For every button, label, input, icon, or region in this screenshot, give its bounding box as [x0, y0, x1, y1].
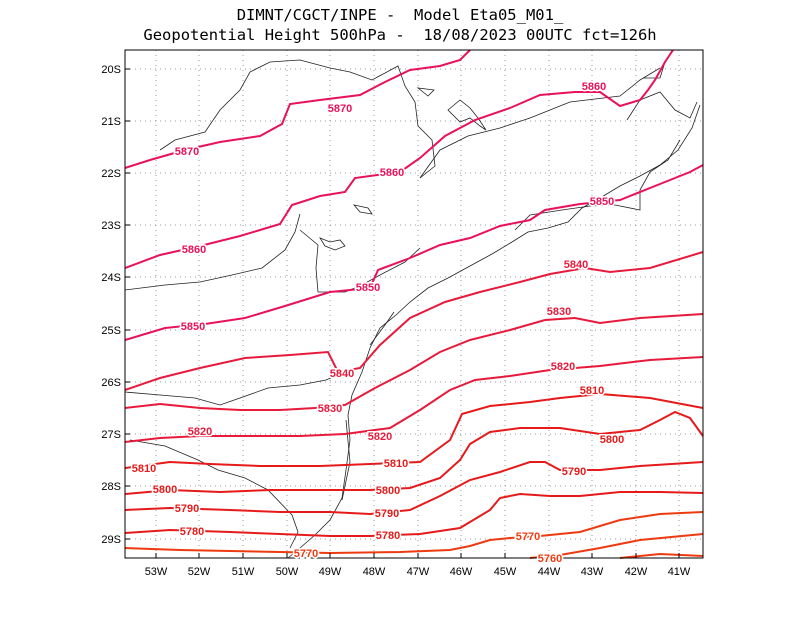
contour-label: 5770 — [516, 531, 540, 543]
contour-label: 5760 — [538, 553, 562, 565]
lon-label: 43W — [581, 566, 604, 578]
state-border-7 — [419, 67, 661, 179]
contour-label: 5810 — [580, 385, 604, 397]
contour-5860 — [124, 49, 674, 269]
lat-label: 28S — [101, 481, 121, 493]
lat-label: 24S — [101, 272, 121, 284]
lat-label: 25S — [101, 325, 121, 337]
contour-5790 — [124, 461, 704, 516]
contour-label: 5800 — [600, 434, 624, 446]
latitude-labels: 20S 21S 22S 23S 24S 25S 26S 27S 28S 29S — [101, 64, 121, 546]
state-border-2 — [299, 229, 421, 293]
contour-label: 5800 — [153, 484, 177, 496]
contour-5820 — [124, 356, 704, 443]
contour-labels: 5870 5870 5860 5860 5860 5850 5850 5850 … — [130, 80, 625, 567]
contour-label: 5790 — [562, 466, 586, 478]
lon-label: 49W — [319, 566, 342, 578]
contour-label: 5840 — [564, 259, 588, 271]
contour-5770 — [124, 511, 704, 555]
state-border-4 — [129, 439, 299, 549]
contour-5750 — [619, 552, 704, 559]
map-title-line2: Geopotential Height 500hPa - 18/08/2023 … — [143, 26, 657, 44]
lat-label: 27S — [101, 429, 121, 441]
state-border-8 — [514, 139, 681, 231]
lakes-4 — [416, 87, 435, 97]
contour-5830 — [124, 313, 704, 411]
contour-5760 — [529, 533, 704, 559]
contour-label: 5770 — [294, 548, 318, 560]
coastline-and-borders — [124, 59, 701, 559]
longitude-labels: 53W 52W 51W 50W 49W 48W 47W 46W 45W 44W … — [145, 566, 691, 578]
lakes-3 — [352, 204, 373, 215]
lat-label: 23S — [101, 220, 121, 232]
lakes-2 — [319, 237, 346, 251]
contour-label: 5850 — [356, 282, 380, 294]
contour-label: 5780 — [376, 530, 400, 542]
contour-label: 5860 — [182, 244, 206, 256]
contour-5870 — [124, 49, 471, 169]
contour-label: 5790 — [375, 508, 399, 520]
contour-label: 5830 — [547, 306, 571, 318]
graticule — [125, 50, 703, 558]
contour-label: 5870 — [328, 103, 352, 115]
atlantic-coastline — [287, 104, 701, 559]
lon-label: 48W — [363, 566, 386, 578]
lakes-1 — [447, 99, 487, 131]
contour-5800 — [124, 410, 704, 495]
state-border-6 — [159, 59, 436, 179]
lagoon — [369, 311, 395, 346]
lat-label: 20S — [101, 64, 121, 76]
contour-label: 5860 — [582, 81, 606, 93]
lon-label: 47W — [407, 566, 430, 578]
contour-label: 5780 — [180, 526, 204, 538]
lon-label: 53W — [145, 566, 168, 578]
contour-label: 5860 — [380, 167, 404, 179]
lon-label: 41W — [668, 566, 691, 578]
lon-label: 50W — [276, 566, 299, 578]
state-border-3 — [124, 371, 346, 406]
contour-label: 5820 — [551, 361, 575, 373]
contour-label: 5840 — [330, 368, 354, 380]
contour-label: 5820 — [188, 426, 212, 438]
lon-label: 42W — [625, 566, 648, 578]
contour-label: 5830 — [318, 403, 342, 415]
contour-label: 5820 — [368, 431, 392, 443]
state-border-9 — [626, 91, 698, 121]
state-border-1 — [124, 213, 301, 291]
plot-frame — [124, 49, 704, 559]
lat-label: 29S — [101, 534, 121, 546]
lat-label: 22S — [101, 168, 121, 180]
contour-lines — [124, 49, 704, 559]
lat-label: 26S — [101, 377, 121, 389]
lon-label: 46W — [450, 566, 473, 578]
axis-ticks — [125, 68, 680, 558]
contour-label: 5810 — [384, 458, 408, 470]
contour-5850 — [124, 164, 704, 341]
lon-label: 44W — [538, 566, 561, 578]
contour-label: 5850 — [590, 196, 614, 208]
contour-label: 5870 — [175, 146, 199, 158]
contour-5840 — [124, 251, 704, 391]
state-border-10 — [643, 61, 666, 79]
contour-label: 5850 — [181, 321, 205, 333]
contour-label: 5810 — [132, 463, 156, 475]
contour-5780 — [124, 491, 704, 537]
lon-label: 51W — [232, 566, 255, 578]
contour-label: 5790 — [175, 503, 199, 515]
lat-label: 21S — [101, 116, 121, 128]
map-title-line1: DIMNT/CGCT/INPE - Model Eta05_M01_ — [236, 6, 564, 24]
contour-label: 5800 — [376, 485, 400, 497]
lon-label: 45W — [494, 566, 517, 578]
contour-5810 — [124, 392, 704, 469]
lon-label: 52W — [188, 566, 211, 578]
